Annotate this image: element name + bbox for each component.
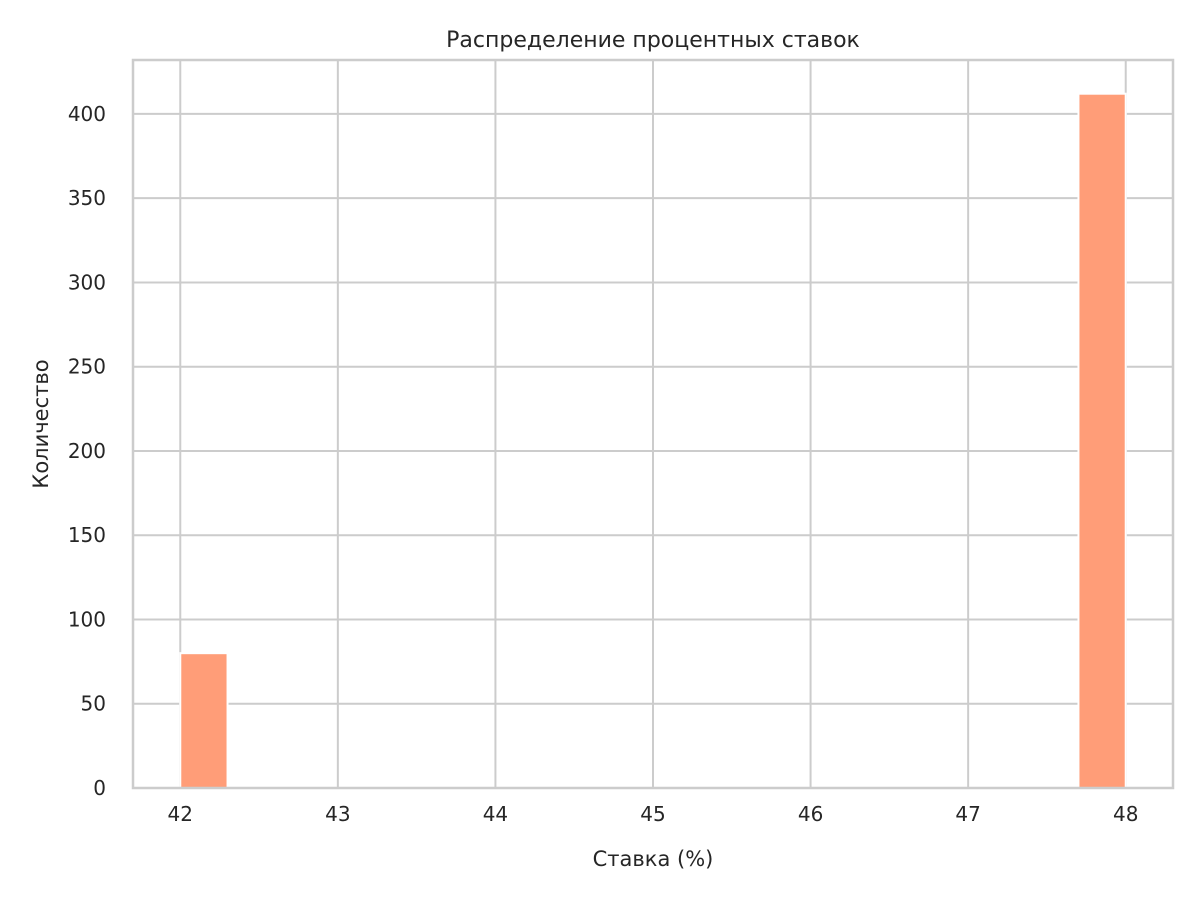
chart-title: Распределение процентных ставок: [446, 28, 860, 53]
y-tick-label: 350: [68, 186, 106, 210]
y-tick-label: 400: [68, 102, 106, 126]
y-tick-label: 250: [68, 355, 106, 379]
x-tick-label: 47: [955, 802, 980, 826]
y-tick-label: 100: [68, 607, 106, 631]
y-tick-label: 300: [68, 270, 106, 294]
x-tick-label: 44: [483, 802, 508, 826]
histogram-bar: [1077, 92, 1127, 790]
x-tick-label: 45: [640, 802, 665, 826]
x-tick-label: 43: [325, 802, 350, 826]
plot-frame: [131, 58, 1175, 790]
grid-lines: [133, 60, 1173, 788]
y-tick-labels: 0 50 100 150 200 250 300 350 400: [68, 102, 106, 800]
y-tick-label: 200: [68, 439, 106, 463]
y-tick-label: 0: [93, 776, 106, 800]
x-tick-label: 42: [168, 802, 193, 826]
y-axis-label: Количество: [29, 359, 53, 488]
x-tick-label: 46: [798, 802, 823, 826]
x-tick-label: 48: [1113, 802, 1138, 826]
histogram-bars: [179, 92, 1127, 790]
histogram-bar: [179, 652, 229, 789]
y-tick-label: 50: [81, 692, 106, 716]
x-axis-label: Ставка (%): [593, 847, 714, 871]
x-tick-labels: 42 43 44 45 46 47 48: [168, 802, 1139, 826]
y-tick-label: 150: [68, 523, 106, 547]
